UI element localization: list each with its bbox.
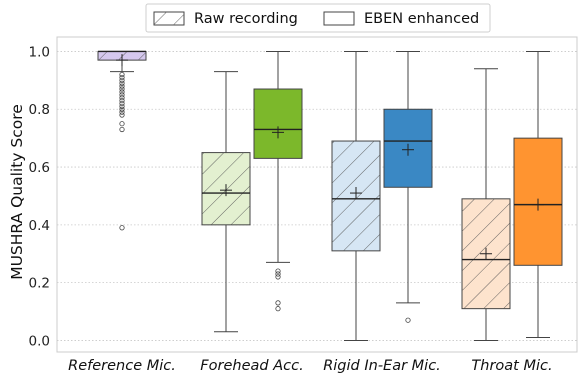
legend-swatch xyxy=(323,11,355,26)
outlier-point xyxy=(275,271,281,277)
box-3-0 xyxy=(461,68,511,341)
outlier-point xyxy=(119,77,125,83)
box-2-0 xyxy=(331,50,381,341)
y-tick-label: 0.2 xyxy=(29,276,50,292)
y-axis-title: MUSHRA Quality Score xyxy=(8,104,26,280)
outlier-point xyxy=(275,274,281,280)
x-tick-label: Forehead Acc. xyxy=(200,358,303,374)
outlier-point xyxy=(275,300,281,306)
outlier-point xyxy=(405,317,411,323)
outlier-point xyxy=(119,106,125,112)
outlier-point xyxy=(119,103,125,109)
box-1-1 xyxy=(253,50,303,312)
outlier-point xyxy=(119,80,125,86)
outlier-point xyxy=(119,95,125,101)
y-tick-label: 0.0 xyxy=(29,333,50,349)
legend-label: EBEN enhanced xyxy=(364,11,479,27)
y-tick-label: 1.0 xyxy=(29,44,50,60)
legend-swatch-hatch xyxy=(154,12,184,25)
grid-layer xyxy=(57,51,577,341)
x-axis: Reference Mic. Forehead Acc. Rigid In-Ear … xyxy=(68,358,552,374)
box-body xyxy=(253,88,303,159)
x-tick-label: Reference Mic. xyxy=(68,358,176,374)
outlier-point xyxy=(119,89,125,95)
box-0-0 xyxy=(97,50,147,231)
y-tick-label: 0.4 xyxy=(29,218,50,234)
legend-frame xyxy=(145,3,491,33)
outlier-point xyxy=(119,121,125,127)
box-1-0 xyxy=(201,71,251,333)
plot-frame xyxy=(56,36,578,353)
outlier-point xyxy=(119,83,125,89)
legend-label: Raw recording xyxy=(194,11,298,27)
outlier-point xyxy=(275,268,281,274)
outlier-point xyxy=(275,306,281,312)
outlier-point xyxy=(119,97,125,104)
outlier-point xyxy=(119,100,125,107)
y-tick-label: 0.8 xyxy=(29,102,50,118)
outlier-point xyxy=(119,74,125,81)
outlier-point xyxy=(119,225,125,231)
x-tick-label: Rigid In-Ear Mic. xyxy=(323,358,441,374)
legend: Raw recording EBEN enhanced xyxy=(145,3,491,33)
outlier-point xyxy=(119,71,125,78)
outlier-point xyxy=(119,92,125,98)
box-2-1 xyxy=(383,50,433,323)
boxes-layer xyxy=(97,50,563,341)
outlier-point xyxy=(119,109,125,115)
y-tick-label: 0.6 xyxy=(29,160,50,176)
x-tick-label: Throat Mic. xyxy=(471,358,552,374)
box-3-1 xyxy=(513,50,563,339)
outlier-point xyxy=(119,86,125,92)
outlier-point xyxy=(119,112,125,118)
outlier-point xyxy=(119,126,125,133)
y-axis: 0.0 0.2 0.4 0.6 0.8 1.0 xyxy=(29,44,50,349)
